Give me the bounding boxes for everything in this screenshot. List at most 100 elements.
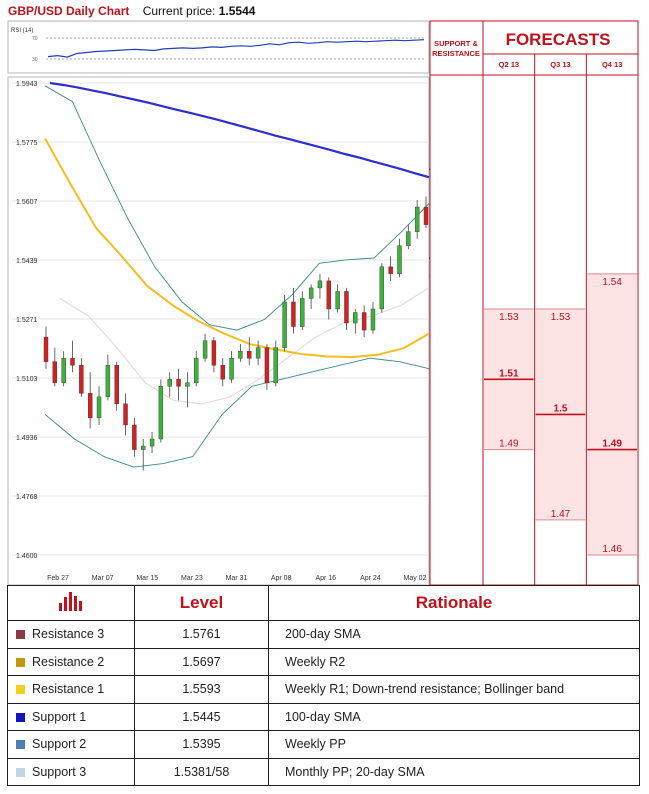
- candle: [211, 340, 217, 366]
- row-name: Resistance 2: [32, 654, 105, 669]
- row-level: 1.5395: [134, 730, 269, 759]
- candle: [220, 365, 225, 380]
- forecast-high-label: 1.54: [602, 277, 622, 288]
- series-line: [49, 81, 430, 179]
- rsi-label: RSI (14): [11, 28, 33, 34]
- row-color-swatch: [16, 740, 25, 750]
- date-tick-label: Mar 31: [226, 575, 248, 582]
- candle: [141, 445, 146, 450]
- row-rationale: Weekly R2: [268, 647, 640, 676]
- row-color-swatch: [16, 712, 25, 722]
- level-header: Level: [134, 585, 269, 621]
- forecast-low-label: 1.46: [602, 544, 622, 555]
- candle: [158, 386, 164, 440]
- candle: [326, 280, 331, 310]
- table-row: Support 2 1.5395 Weekly PP: [7, 730, 640, 759]
- candle: [353, 312, 358, 324]
- row-color-swatch: [16, 685, 25, 695]
- date-tick-label: Feb 27: [47, 575, 69, 582]
- forecast-high-label: 1.53: [499, 312, 519, 323]
- candle: [132, 424, 137, 450]
- row-rationale: Weekly PP: [268, 730, 640, 759]
- date-tick-label: Apr 16: [315, 575, 336, 582]
- row-level: 1.5697: [134, 647, 269, 676]
- table-row: Support 1 1.5445 100-day SMA: [7, 702, 640, 731]
- candle: [317, 280, 323, 289]
- row-name: Support 1: [32, 709, 87, 724]
- date-axis: Feb 27 Mar 07 Mar 15 Mar 23 Mar 31 Apr 08 Apr …: [47, 575, 426, 582]
- candle: [87, 393, 93, 419]
- candle: [300, 298, 305, 327]
- candle: [185, 382, 190, 387]
- price-tick-label: 1.4936: [16, 435, 38, 442]
- rationale-table: Level Rationale Resistance 3 1.5761 200-…: [7, 585, 640, 786]
- row-level: 1.5593: [134, 675, 269, 704]
- current-price-value: 1.5544: [218, 4, 256, 18]
- row-name: Resistance 1: [32, 682, 105, 697]
- row-rationale: Weekly R1; Down-trend resistance; Bollin…: [268, 675, 640, 704]
- date-tick-label: May 02: [404, 575, 427, 582]
- sr-header-line2: RESISTANCE: [432, 49, 480, 58]
- candle: [414, 206, 420, 232]
- forecast-range-fill: [587, 273, 637, 555]
- candlesticks: [43, 196, 429, 471]
- row-level: 1.5445: [134, 702, 269, 731]
- series-line: [59, 287, 430, 405]
- date-tick-label: Mar 23: [181, 575, 203, 582]
- candle: [43, 336, 49, 362]
- candle: [247, 350, 252, 359]
- price-tick-label: 1.4768: [16, 494, 38, 501]
- forecast-low-label: 1.47: [551, 509, 571, 520]
- date-tick-label: Mar 15: [136, 575, 158, 582]
- candle: [291, 301, 296, 327]
- candle: [423, 206, 429, 225]
- row-name: Resistance 3: [32, 627, 105, 642]
- row-color-swatch: [16, 767, 25, 777]
- forecast-mid-label: 1.49: [602, 439, 622, 450]
- forecasts-title: FORECASTS: [506, 30, 611, 49]
- candle: [114, 365, 119, 405]
- sr-header-line1: SUPPORT &: [434, 39, 478, 48]
- forecast-column-label: Q3 13: [550, 60, 570, 69]
- row-rationale: 100-day SMA: [268, 702, 640, 731]
- price-tick-label: 1.5439: [16, 258, 38, 265]
- row-rationale: Monthly PP; 20-day SMA: [268, 757, 640, 786]
- candle: [361, 312, 367, 331]
- candle: [379, 266, 385, 310]
- rationale-header: Rationale: [268, 585, 640, 621]
- candle: [123, 403, 128, 426]
- chart-header: GBP/USD Daily Chart Current price: 1.554…: [8, 4, 255, 18]
- forecast-columns: Q2 13 1.53 1.51 1.49 Q3 13 1.53 1.5 1.47 Q4 13 1.…: [484, 54, 637, 585]
- chart-title: GBP/USD Daily Chart: [8, 4, 130, 18]
- price-tick-label: 1.5943: [16, 81, 38, 88]
- bar-chart-icon: [7, 585, 135, 621]
- rsi-line: [47, 39, 425, 58]
- chart-canvas: RSI (14) 70 30 1.59431.57751.56071.54391…: [7, 20, 639, 586]
- candle: [308, 287, 314, 299]
- candle: [167, 379, 172, 387]
- candle: [335, 291, 340, 310]
- table-row: Support 3 1.5381/58 Monthly PP; 20-day S…: [7, 757, 640, 786]
- row-level: 1.5761: [134, 620, 269, 649]
- table-row: Resistance 2 1.5697 Weekly R2: [7, 647, 640, 676]
- price-tick-label: 1.5775: [16, 140, 38, 147]
- table-row: Resistance 3 1.5761 200-day SMA: [7, 620, 640, 649]
- row-name: Support 2: [32, 737, 87, 752]
- forecast-low-label: 1.49: [499, 439, 519, 450]
- candle: [388, 266, 393, 275]
- price-tick-label: 1.5271: [16, 317, 38, 324]
- date-tick-label: Apr 24: [360, 575, 381, 582]
- date-tick-label: Mar 07: [92, 575, 114, 582]
- candle: [52, 361, 58, 383]
- price-tick-label: 1.4600: [16, 553, 38, 560]
- row-color-swatch: [16, 630, 25, 640]
- table-row: Resistance 1 1.5593 Weekly R1; Down-tren…: [7, 675, 640, 704]
- candle: [264, 347, 270, 383]
- forecast-mid-label: 1.5: [554, 403, 568, 414]
- candle: [255, 347, 261, 359]
- sr-column: [429, 20, 484, 586]
- candle: [70, 357, 75, 366]
- row-color-swatch: [16, 657, 25, 667]
- series-line: [44, 85, 430, 331]
- indicator-lines: [44, 81, 430, 468]
